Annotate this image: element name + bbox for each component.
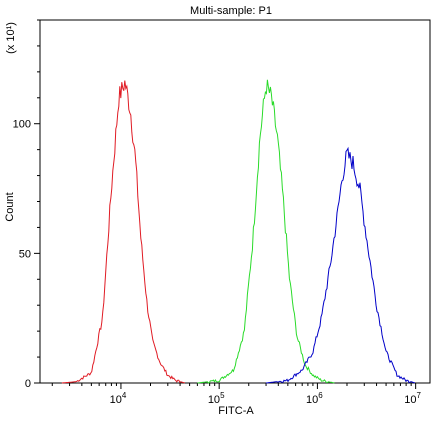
histogram-series-2 — [197, 79, 335, 384]
chart-title: Multi-sample: P1 — [190, 5, 272, 17]
y-tick-label: 100 — [13, 119, 31, 131]
x-axis-label: FITC-A — [218, 405, 254, 417]
x-tick-label: 107 — [404, 391, 421, 406]
y-tick-label: 50 — [19, 248, 31, 260]
y-multiplier-label: (x 10¹) — [5, 22, 17, 54]
plot-frame — [39, 19, 431, 384]
y-tick-label: 0 — [25, 378, 31, 390]
x-tick-label: 104 — [110, 391, 127, 406]
histogram-series-3 — [265, 146, 416, 384]
y-axis-label: Count — [4, 192, 16, 221]
x-tick-label: 105 — [208, 391, 225, 406]
x-tick-label: 106 — [306, 391, 323, 406]
histogram-series-1 — [61, 80, 185, 384]
